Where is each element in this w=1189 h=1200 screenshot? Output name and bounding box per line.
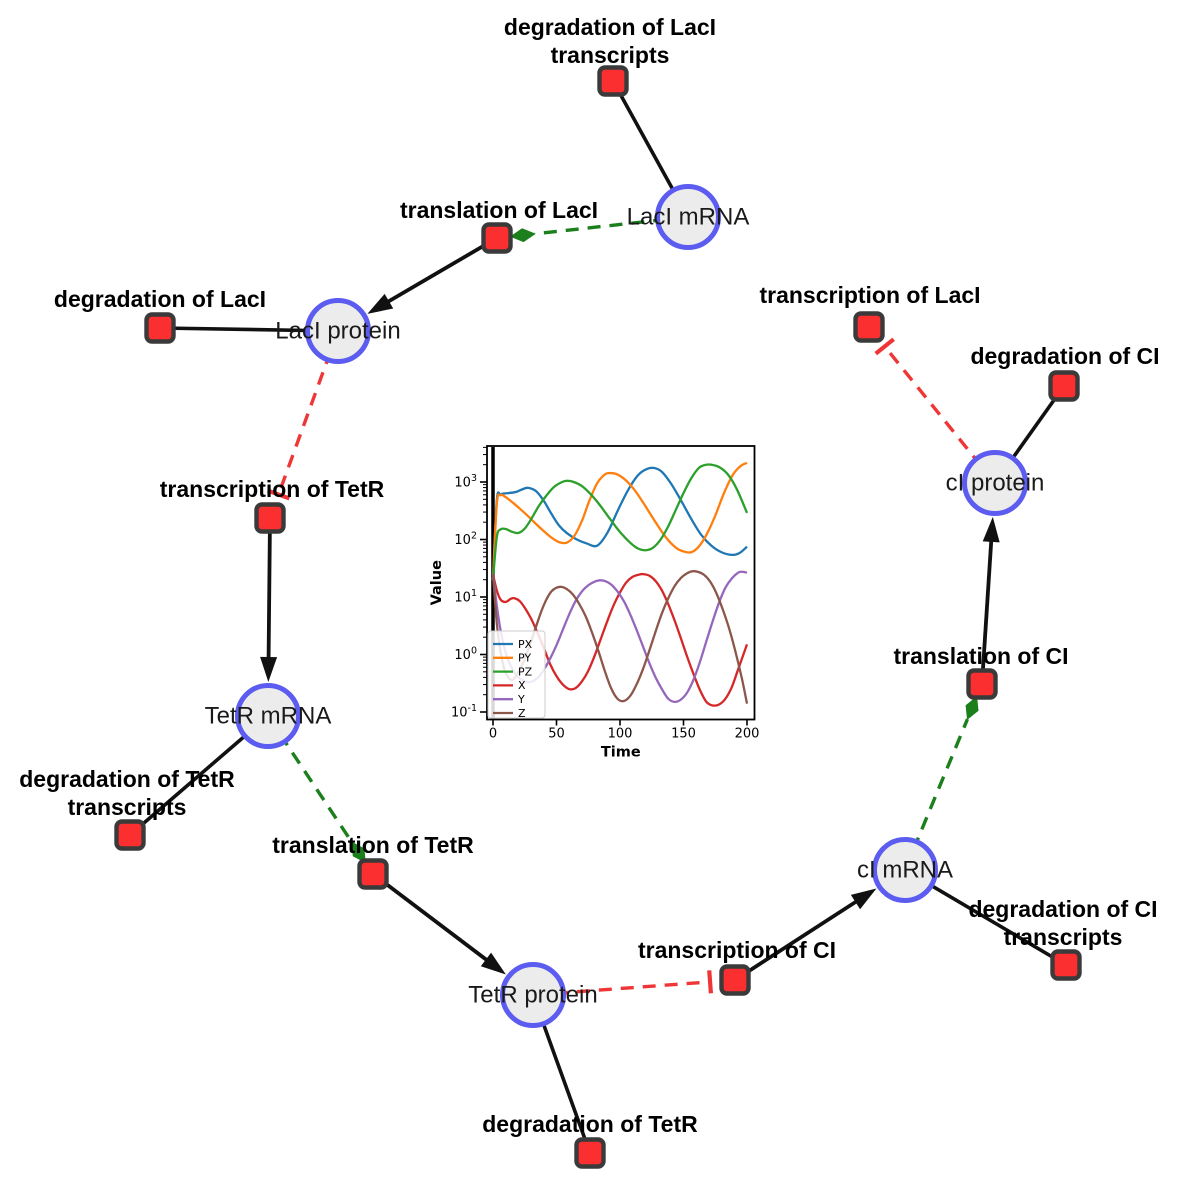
series-PX-line xyxy=(491,466,748,580)
inhibition-tee-icon xyxy=(707,970,714,994)
reaction-label-deg-laci: degradation of LacI xyxy=(54,286,266,312)
y-tick-label: 10-1 xyxy=(451,703,477,721)
species-node-ci-mrna xyxy=(872,837,938,903)
legend-item-PZ: PZ xyxy=(518,665,533,678)
inhibition-tee-icon xyxy=(874,337,895,356)
y-tick-label: 101 xyxy=(454,588,477,606)
reaction-node-transcription-laci xyxy=(853,311,885,343)
reaction-label-deg-tetr-transcripts: transcripts xyxy=(68,794,187,820)
arrowhead-layer xyxy=(260,228,1000,994)
inhibition-tee-icon xyxy=(267,488,291,501)
catalysis-diamond-icon xyxy=(965,696,979,721)
label-layer: LacI mRNA LacI protein TetR mRNA TetR prote… xyxy=(19,14,1159,1137)
series-PY-line xyxy=(491,461,748,580)
edge-production-translation-tetr-to-tetr-protein xyxy=(371,872,496,968)
species-node-tetr-protein xyxy=(500,962,566,1028)
chart-x-axis-label: Time xyxy=(601,745,641,761)
chart-legend xyxy=(487,630,546,719)
x-tick-label: 0 xyxy=(489,727,497,742)
edge-production-translation-ci-to-ci-protein xyxy=(980,530,994,685)
y-tick-label: 100 xyxy=(454,646,477,664)
reaction-label-deg-laci-transcripts: degradation of LacI xyxy=(504,14,716,40)
edge-production-transcription-ci-to-ci-mrna xyxy=(733,894,866,982)
reaction-node-deg-laci-transcripts xyxy=(597,65,629,97)
reaction-label-deg-ci-transcripts: transcripts xyxy=(1004,924,1123,950)
x-tick-label: 150 xyxy=(671,727,696,742)
species-node-tetr-mrna xyxy=(235,683,301,749)
chart-y-axis-label: Value xyxy=(429,560,445,606)
reaction-node-translation-laci xyxy=(481,222,513,254)
species-label-tetr-protein: TetR protein xyxy=(468,981,597,1008)
x-tick-label: 100 xyxy=(608,727,633,742)
reaction-label-deg-ci-transcripts: degradation of CI xyxy=(968,896,1157,922)
species-label-ci-protein: cI protein xyxy=(946,469,1045,496)
reaction-label-deg-laci-transcripts: transcripts xyxy=(551,42,670,68)
species-node-ci-protein xyxy=(962,450,1028,516)
reaction-label-transcription-laci: transcription of LacI xyxy=(759,282,980,308)
species-label-tetr-mrna: TetR mRNA xyxy=(205,702,332,729)
reaction-node-deg-ci-transcripts xyxy=(1050,949,1082,981)
species-label-laci-protein: LacI protein xyxy=(275,317,400,344)
reaction-label-translation-tetr: translation of TetR xyxy=(272,832,474,858)
arrowhead-icon xyxy=(982,516,1000,543)
reaction-node-transcription-ci xyxy=(719,964,751,996)
species-label-ci-mrna: cI mRNA xyxy=(857,856,953,883)
arrowhead-icon xyxy=(367,293,394,314)
arrowhead-icon xyxy=(480,952,506,975)
series-PZ-line xyxy=(491,463,749,580)
reaction-label-transcription-ci: transcription of CI xyxy=(638,937,836,963)
species-node-laci-protein xyxy=(305,298,371,364)
reaction-node-deg-laci xyxy=(144,312,176,344)
edge-production-translation-laci-to-laci-protein xyxy=(378,236,498,309)
species-node-laci-mrna xyxy=(655,184,721,250)
x-tick-label: 200 xyxy=(735,727,760,742)
reaction-label-translation-ci: translation of CI xyxy=(893,643,1068,669)
series-X-line xyxy=(491,572,749,707)
legend-item-Y: Y xyxy=(517,693,525,706)
edge-production-transcription-tetr-to-tetr-mrna xyxy=(266,517,272,669)
y-tick-label: 103 xyxy=(454,473,477,491)
reaction-node-transcription-tetr xyxy=(254,502,286,534)
arrowhead-icon xyxy=(850,888,877,910)
reaction-node-deg-tetr xyxy=(574,1137,606,1169)
node-layer xyxy=(114,65,1082,1169)
y-tick-label: 102 xyxy=(454,531,477,549)
legend-item-PY: PY xyxy=(518,652,531,665)
legend-item-Z: Z xyxy=(518,707,526,720)
reaction-node-translation-ci xyxy=(966,668,998,700)
species-label-laci-mrna: LacI mRNA xyxy=(627,203,750,230)
reaction-node-translation-tetr xyxy=(357,858,389,890)
legend-item-PX: PX xyxy=(518,638,533,651)
reaction-label-translation-laci: translation of LacI xyxy=(400,197,598,223)
arrowhead-icon xyxy=(260,656,278,683)
x-tick-label: 50 xyxy=(548,727,565,742)
reaction-label-deg-tetr: degradation of TetR xyxy=(482,1111,698,1137)
reaction-label-deg-tetr-transcripts: degradation of TetR xyxy=(19,766,235,792)
reaction-label-deg-ci: degradation of CI xyxy=(970,343,1159,369)
catalysis-diamond-icon xyxy=(351,841,366,864)
catalysis-diamond-icon xyxy=(509,228,536,243)
legend-item-X: X xyxy=(518,679,526,692)
reaction-node-deg-ci xyxy=(1048,370,1080,402)
reaction-label-transcription-tetr: transcription of TetR xyxy=(160,476,385,502)
reaction-node-deg-tetr-transcripts xyxy=(114,819,146,851)
